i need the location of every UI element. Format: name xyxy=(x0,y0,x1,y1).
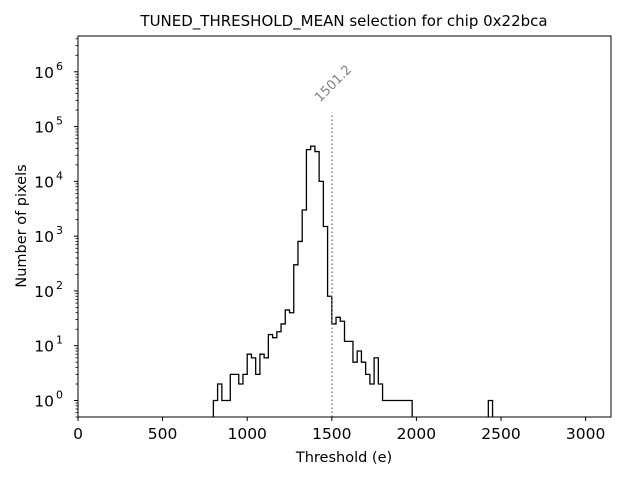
x-tick-label: 1000 xyxy=(227,425,266,443)
histogram-step-line xyxy=(212,145,494,417)
mean-threshold-label: 1501.2 xyxy=(312,63,355,106)
x-axis-title: Threshold (e) xyxy=(295,450,392,466)
x-tick-label: 1500 xyxy=(312,425,351,443)
x-axis: 0 500 1000 1500 2000 2500 3000 xyxy=(73,417,605,443)
plot-frame xyxy=(77,35,612,418)
y-tick-label: 10 xyxy=(34,64,54,82)
y-axis-title: Number of pixels xyxy=(14,164,30,287)
y-tick-exponent: 6 xyxy=(56,60,63,73)
y-tick-label: 10 xyxy=(34,173,54,191)
x-tick-label: 2000 xyxy=(397,425,436,443)
y-tick-exponent: 3 xyxy=(56,224,63,237)
y-tick-label: 10 xyxy=(34,338,54,356)
x-tick-label: 0 xyxy=(73,425,83,443)
y-tick-exponent: 4 xyxy=(56,169,63,182)
y-tick-exponent: 0 xyxy=(56,389,63,402)
y-tick-exponent: 2 xyxy=(56,279,63,292)
x-tick-label: 3000 xyxy=(566,425,605,443)
plot-area: 1501.2 xyxy=(77,35,612,418)
y-tick-exponent: 1 xyxy=(56,334,63,347)
y-tick-label: 10 xyxy=(34,393,54,411)
y-tick-label: 10 xyxy=(34,119,54,137)
y-tick-exponent: 5 xyxy=(56,115,63,128)
chart-title: TUNED_THRESHOLD_MEAN selection for chip … xyxy=(139,12,547,31)
x-tick-label: 2500 xyxy=(481,425,520,443)
y-tick-label: 10 xyxy=(34,228,54,246)
x-tick-label: 500 xyxy=(148,425,178,443)
y-tick-label: 10 xyxy=(34,283,54,301)
